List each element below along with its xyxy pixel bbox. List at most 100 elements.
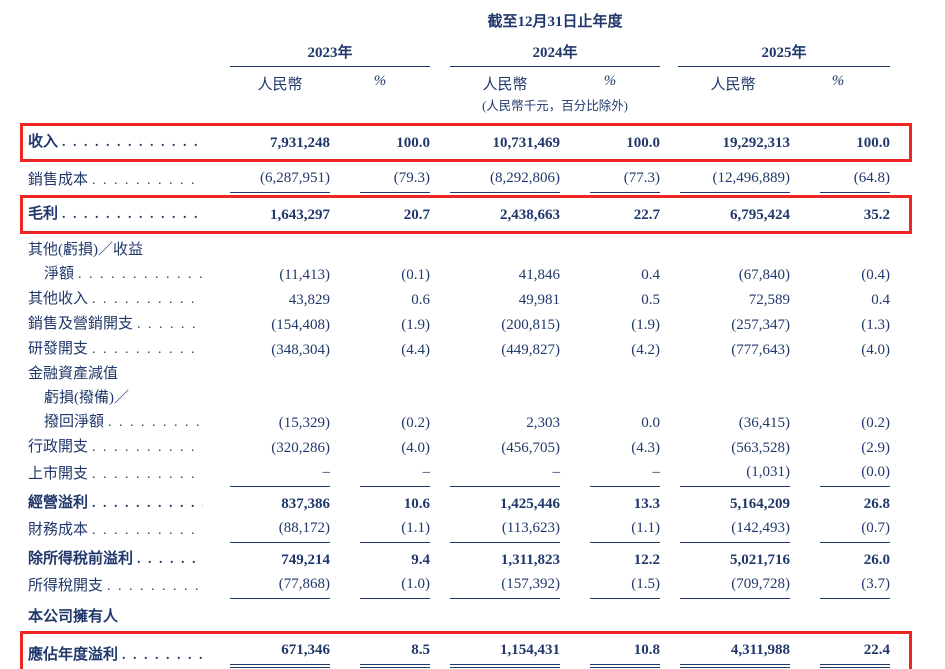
value-cell: 22.7 — [633, 207, 660, 223]
value-cell: 0.0 — [641, 415, 660, 431]
value-cell: 72,589 — [748, 292, 790, 308]
value-cell: 5,164,209 — [730, 496, 790, 512]
value-cell: 6,795,424 — [730, 207, 790, 223]
value-cell: 19,292,313 — [722, 135, 791, 151]
year-group-1: 2023年 人民幣% — [230, 41, 430, 94]
value-cell: (15,329) — [278, 415, 330, 431]
value-cell: 100.0 — [626, 135, 660, 151]
period-title: 截至12月31日止年度 — [487, 14, 623, 30]
row-label-text: 本公司擁有人 — [28, 609, 119, 625]
value-cell: 671,346 — [230, 638, 330, 668]
row-label-text: 財務成本 — [28, 522, 89, 538]
row-label: 毛利. . . . . . . . . . . . . . . . . . . … — [28, 202, 203, 227]
value-cell: (11,413) — [279, 267, 330, 283]
row-label-text: 銷售及營銷開支 — [28, 316, 134, 332]
value-cell: (154,408) — [271, 317, 330, 333]
value-cell: (0.2) — [401, 415, 430, 431]
row-label-text: 經營溢利 — [28, 495, 89, 511]
value-cell: 0.4 — [871, 292, 890, 308]
value-cell: – — [360, 460, 430, 487]
value-cell: (4.0) — [861, 342, 890, 358]
value-cell: 49,981 — [518, 292, 560, 308]
dot-leader: . . . . . . . . . . . . . . . . . . . . … — [92, 467, 203, 482]
value-cell: (4.2) — [631, 342, 660, 358]
dot-leader: . . . . . . . . . . . . . . . . . . . . … — [62, 135, 203, 150]
value-cell: (64.8) — [820, 166, 890, 193]
value-cell: – — [590, 460, 660, 487]
value-cell: 0.5 — [641, 292, 660, 308]
value-cell: (12,496,889) — [680, 166, 790, 193]
value-cell: (1.1) — [360, 516, 430, 543]
value-cell: (2.9) — [861, 440, 890, 456]
row-profit-before-income-tax: 除所得稅前溢利. . . . . . . . . . . . . . . . .… — [28, 547, 945, 572]
value-cell: 22.4 — [820, 638, 890, 668]
row-label: 財務成本. . . . . . . . . . . . . . . . . . … — [28, 518, 203, 543]
percent-header: % — [831, 73, 845, 89]
value-cell: 10,731,469 — [492, 135, 561, 151]
table-header: 2023年 人民幣% 2024年 人民幣% (人民幣千元，百分比除外) 2025年 人民幣% — [28, 41, 945, 114]
row-operating-profit: 經營溢利. . . . . . . . . . . . . . . . . . … — [28, 491, 945, 516]
dot-leader: . . . . . . . . . . . . . . . . . . . . … — [122, 648, 203, 663]
year-label: 2025年 — [678, 41, 890, 67]
value-cell: (4.0) — [401, 440, 430, 456]
value-cell: (113,623) — [450, 516, 560, 543]
row-selling-marketing-expenses: 銷售及營銷開支. . . . . . . . . . . . . . . . .… — [28, 312, 945, 337]
currency-header: 人民幣 — [482, 77, 528, 93]
value-cell: (1.9) — [631, 317, 660, 333]
value-cell: 837,386 — [281, 496, 330, 512]
value-cell: (3.7) — [820, 572, 890, 599]
value-cell: (0.0) — [820, 460, 890, 487]
row-admin-expenses: 行政開支. . . . . . . . . . . . . . . . . . … — [28, 435, 945, 460]
row-listing-expenses: 上市開支. . . . . . . . . . . . . . . . . . … — [28, 460, 945, 487]
currency-header: 人民幣 — [710, 77, 756, 93]
value-cell: (0.1) — [401, 267, 430, 283]
dot-leader: . . . . . . . . . . . . . . . . . . . . … — [108, 415, 203, 430]
value-cell: (1.1) — [590, 516, 660, 543]
value-cell: (77,868) — [230, 572, 330, 599]
value-cell: (77.3) — [590, 166, 660, 193]
row-label-text: 收入 — [28, 134, 59, 150]
value-cell: 0.6 — [411, 292, 430, 308]
value-cell: (0.4) — [861, 267, 890, 283]
row-label-text: 研發開支 — [28, 341, 89, 357]
row-label: 銷售成本. . . . . . . . . . . . . . . . . . … — [28, 168, 203, 193]
unit-note: (人民幣千元，百分比除外) — [482, 99, 628, 113]
currency-header: 人民幣 — [257, 77, 303, 93]
value-cell: 1,425,446 — [500, 496, 560, 512]
value-cell: (88,172) — [230, 516, 330, 543]
dot-leader: . . . . . . . . . . . . . . . . . . . . … — [92, 342, 203, 357]
value-cell: (36,415) — [738, 415, 790, 431]
value-cell: 0.4 — [641, 267, 660, 283]
value-cell: 100.0 — [856, 135, 890, 151]
row-cost-of-sales: 銷售成本. . . . . . . . . . . . . . . . . . … — [28, 166, 945, 193]
row-income-tax-expense: 所得稅開支. . . . . . . . . . . . . . . . . .… — [28, 572, 945, 599]
row-label-text: 所得稅開支 — [28, 578, 104, 594]
value-cell: (257,347) — [731, 317, 790, 333]
row-label-text: 毛利 — [28, 206, 59, 222]
value-cell: 100.0 — [396, 135, 430, 151]
value-cell: 9.4 — [411, 552, 430, 568]
dot-leader: . . . . . . . . . . . . . . . . . . . . … — [92, 496, 203, 511]
value-cell: (157,392) — [450, 572, 560, 599]
value-cell: 13.3 — [633, 496, 660, 512]
row-label: 行政開支. . . . . . . . . . . . . . . . . . … — [28, 435, 203, 460]
row-revenue: 收入. . . . . . . . . . . . . . . . . . . … — [20, 123, 945, 162]
row-label: 上市開支. . . . . . . . . . . . . . . . . . … — [28, 462, 203, 487]
row-label-text: 淨額 — [44, 266, 75, 282]
dot-leader: . . . . . . . . . . . . . . . . . . . . … — [137, 317, 203, 332]
row-label-text: 除所得稅前溢利 — [28, 551, 134, 567]
value-cell: (4.4) — [401, 342, 430, 358]
value-cell: 1,311,823 — [500, 552, 560, 568]
row-label: 應佔年度溢利. . . . . . . . . . . . . . . . . … — [28, 643, 203, 668]
row-label: 本公司擁有人 — [28, 605, 203, 629]
value-cell: 12.2 — [633, 552, 660, 568]
value-cell: – — [230, 460, 330, 487]
dot-leader: . . . . . . . . . . . . . . . . . . . . … — [78, 267, 203, 282]
value-cell: (200,815) — [501, 317, 560, 333]
dot-leader: . . . . . . . . . . . . . . . . . . . . … — [92, 440, 203, 455]
value-cell: 41,846 — [518, 267, 560, 283]
row-label: 經營溢利. . . . . . . . . . . . . . . . . . … — [28, 491, 203, 516]
